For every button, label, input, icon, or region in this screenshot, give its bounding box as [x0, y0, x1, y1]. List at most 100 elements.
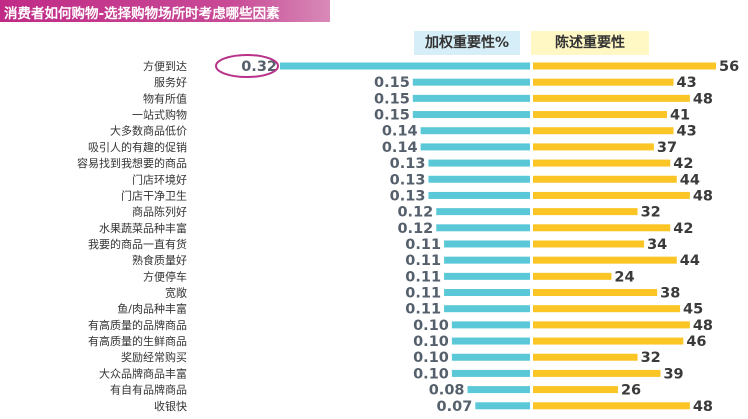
- stated-importance-bar: [533, 224, 671, 232]
- category-label: 服务好: [154, 75, 187, 89]
- weighted-importance-label: 0.15: [374, 75, 410, 91]
- category-label: 我要的商品一直有货: [88, 237, 187, 251]
- stated-importance-bar: [533, 62, 716, 70]
- weighted-importance-label: 0.10: [413, 350, 449, 366]
- weighted-importance-bar: [420, 127, 530, 135]
- stated-importance-label: 32: [641, 205, 661, 221]
- weighted-importance-label: 0.14: [382, 124, 418, 140]
- weighted-importance-bar: [436, 208, 530, 216]
- stated-importance-bar: [533, 78, 674, 86]
- stated-importance-header: 陈述重要性: [531, 31, 649, 55]
- weighted-importance-bar: [444, 240, 530, 248]
- category-label: 有自有品牌商品: [110, 383, 187, 397]
- stated-importance-label: 39: [663, 366, 683, 382]
- category-label: 熟食质量好: [132, 253, 187, 267]
- stated-importance-label: 48: [693, 399, 713, 415]
- stated-importance-label: 48: [693, 91, 713, 107]
- weighted-importance-bar: [451, 337, 530, 345]
- weighted-importance-label: 0.15: [374, 108, 410, 124]
- weighted-importance-label: 0.08: [429, 383, 465, 399]
- title-banner: 消费者如何购物-选择购物场所时考虑哪些因素: [0, 0, 330, 22]
- stated-importance-bar: [533, 272, 612, 280]
- weighted-importance-bar: [420, 143, 530, 151]
- stated-importance-label: 44: [680, 172, 700, 188]
- weighted-importance-bar: [444, 256, 530, 264]
- weighted-importance-bar: [451, 353, 530, 361]
- weighted-importance-label: 0.11: [405, 253, 441, 269]
- stated-importance-bar: [533, 337, 684, 345]
- weighted-importance-label: 0.13: [390, 172, 426, 188]
- category-label: 物有所值: [143, 91, 187, 105]
- weighted-importance-label: 0.11: [405, 269, 441, 285]
- weighted-importance-label: 0.13: [390, 188, 426, 204]
- stated-importance-label: 41: [670, 108, 690, 124]
- stated-importance-bar: [533, 256, 677, 264]
- weighted-importance-label: 0.10: [413, 334, 449, 350]
- weighted-importance-label: 0.15: [374, 91, 410, 107]
- stated-importance-label: 44: [680, 253, 700, 269]
- stated-importance-label: 46: [686, 334, 706, 350]
- category-label: 鱼/肉品种丰富: [117, 302, 187, 316]
- category-label: 大众品牌商品丰富: [99, 366, 187, 380]
- weighted-importance-label: 0.10: [413, 366, 449, 382]
- stated-importance-bar: [533, 208, 638, 216]
- stated-importance-bar: [533, 94, 690, 102]
- weighted-importance-bar: [444, 289, 530, 297]
- weighted-importance-label: 0.10: [413, 318, 449, 334]
- stated-importance-bar: [533, 353, 638, 361]
- category-label: 门店环境好: [132, 172, 187, 186]
- stated-importance-bar: [533, 369, 661, 377]
- weighted-importance-bar: [412, 94, 530, 102]
- weighted-importance-bar: [428, 159, 530, 167]
- stated-importance-label: 26: [621, 383, 641, 399]
- stated-importance-bar: [533, 111, 667, 119]
- stated-importance-label: 37: [657, 140, 677, 156]
- weighted-importance-label: 0.12: [397, 205, 433, 221]
- weighted-importance-label: 0.11: [405, 286, 441, 302]
- stated-importance-label: 43: [677, 124, 697, 140]
- category-label: 有高质量的生鲜商品: [88, 334, 187, 348]
- stated-importance-label: 42: [673, 156, 693, 172]
- weighted-importance-bar: [436, 224, 530, 232]
- stated-importance-label: 34: [647, 237, 667, 253]
- weighted-importance-label: 0.32: [241, 59, 277, 75]
- category-label: 收银快: [154, 399, 187, 413]
- weighted-importance-bar: [412, 78, 530, 86]
- category-label: 吸引人的有趣的促销: [88, 140, 187, 154]
- weighted-importance-bar: [444, 272, 530, 280]
- weighted-importance-bar: [451, 369, 530, 377]
- weighted-importance-header: 加权重要性%: [414, 31, 520, 55]
- weighted-importance-bar: [428, 175, 530, 183]
- stated-importance-bar: [533, 386, 618, 394]
- stated-importance-label: 43: [677, 75, 697, 91]
- category-label: 商品陈列好: [132, 205, 187, 219]
- weighted-importance-bar: [412, 111, 530, 119]
- category-label: 大多数商品低价: [110, 124, 187, 138]
- category-label: 宽敞: [165, 286, 187, 300]
- category-label: 方便停车: [143, 269, 187, 283]
- weighted-importance-bar: [280, 62, 530, 70]
- weighted-importance-label: 0.13: [390, 156, 426, 172]
- stated-importance-bar: [533, 305, 681, 313]
- stated-importance-bar: [533, 191, 690, 199]
- weighted-importance-bar: [475, 402, 530, 410]
- stated-importance-bar: [533, 159, 671, 167]
- highlight-ellipse: [215, 54, 279, 78]
- stated-importance-label: 45: [683, 302, 703, 318]
- stated-importance-label: 48: [693, 188, 713, 204]
- stated-importance-bar: [533, 402, 690, 410]
- stated-importance-label: 32: [641, 350, 661, 366]
- category-label: 门店干净卫生: [121, 188, 187, 202]
- weighted-importance-bar: [444, 305, 530, 313]
- weighted-importance-label: 0.14: [382, 140, 418, 156]
- stated-importance-bar: [533, 175, 677, 183]
- weighted-importance-label: 0.07: [437, 399, 473, 415]
- stated-importance-label: 24: [614, 269, 634, 285]
- weighted-importance-bar: [451, 321, 530, 329]
- category-label: 容易找到我想要的商品: [77, 156, 187, 170]
- weighted-importance-label: 0.12: [397, 221, 433, 237]
- category-label: 一站式购物: [132, 108, 187, 122]
- stated-importance-bar: [533, 127, 674, 135]
